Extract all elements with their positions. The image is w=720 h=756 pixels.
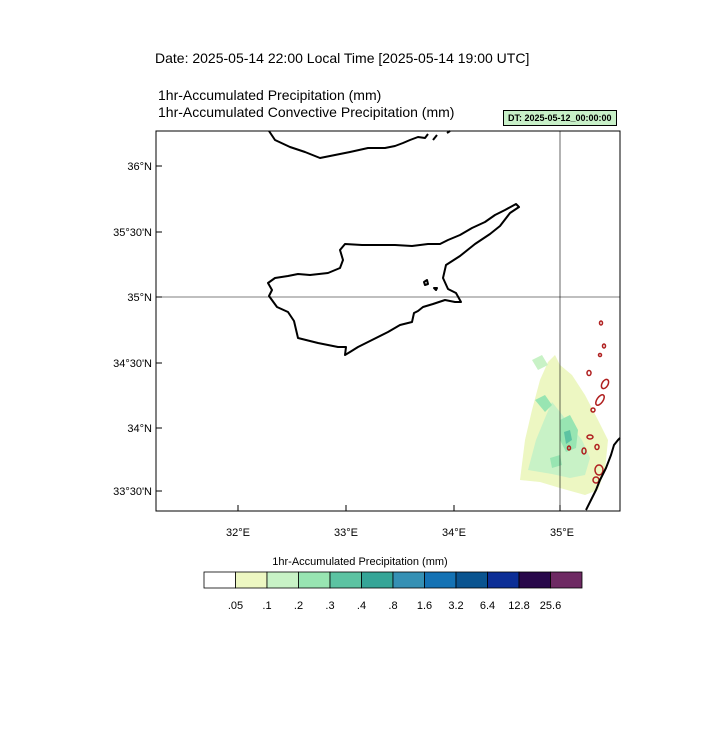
lat-label: 33°30'N — [113, 486, 152, 498]
colorbar-box — [203, 571, 236, 589]
colorbar-box — [455, 571, 488, 589]
latitude-labels: 36°N 35°30'N 35°N 34°30'N 34°N 33°30'N — [113, 161, 152, 498]
colorbar-label: 6.4 — [479, 600, 496, 612]
colorbar-box — [550, 571, 583, 589]
lat-label: 36°N — [127, 161, 152, 173]
colorbar-box — [266, 571, 299, 589]
colorbar-label: 12.8 — [508, 600, 530, 612]
colorbar-label: 25.6 — [539, 600, 562, 612]
colorbar-box — [298, 571, 331, 589]
longitude-labels: 32°E 33°E 34°E 35°E — [226, 527, 574, 539]
variable-title-precipitation: 1hr-Accumulated Precipitation (mm) — [158, 87, 382, 103]
colorbar-label: .2 — [293, 600, 304, 612]
colorbar-box — [329, 571, 362, 589]
colorbar-label: .4 — [356, 600, 367, 612]
lon-label: 32°E — [226, 527, 250, 539]
lat-label: 35°N — [127, 292, 152, 304]
colorbar-box — [361, 571, 394, 589]
colorbar-title: 1hr-Accumulated Precipitation (mm) — [272, 556, 448, 568]
colorbar-label: .8 — [388, 600, 398, 612]
colorbar-box — [424, 571, 457, 589]
lat-label: 34°30'N — [113, 358, 152, 370]
colorbar-box — [235, 571, 268, 589]
precipitation-shading — [520, 355, 608, 495]
colorbar-label: .3 — [325, 600, 335, 612]
colorbar-box — [518, 571, 551, 589]
convective-contours — [566, 320, 610, 484]
lat-label: 35°30'N — [113, 227, 152, 239]
axis-ticks — [156, 165, 561, 511]
gridlines — [156, 131, 620, 511]
lon-label: 34°E — [442, 527, 466, 539]
colorbar-label: .1 — [262, 600, 272, 612]
colorbar-box — [487, 571, 520, 589]
map-frame — [155, 130, 621, 512]
dt-badge: DT: 2025-05-12_00:00:00 — [503, 110, 617, 126]
colorbar-label: .05 — [227, 600, 244, 612]
colorbar-label: 3.2 — [448, 600, 464, 612]
variable-title-convective: 1hr-Accumulated Convective Precipitation… — [158, 104, 455, 120]
date-title: Date: 2025-05-14 22:00 Local Time [2025-… — [155, 50, 530, 66]
lon-label: 33°E — [334, 527, 358, 539]
colorbar-label: 1.6 — [416, 600, 433, 612]
colorbar-box — [392, 571, 425, 589]
colorbar — [203, 571, 583, 589]
lon-label: 35°E — [550, 527, 574, 539]
lat-label: 34°N — [127, 423, 152, 435]
coastline — [267, 130, 621, 511]
